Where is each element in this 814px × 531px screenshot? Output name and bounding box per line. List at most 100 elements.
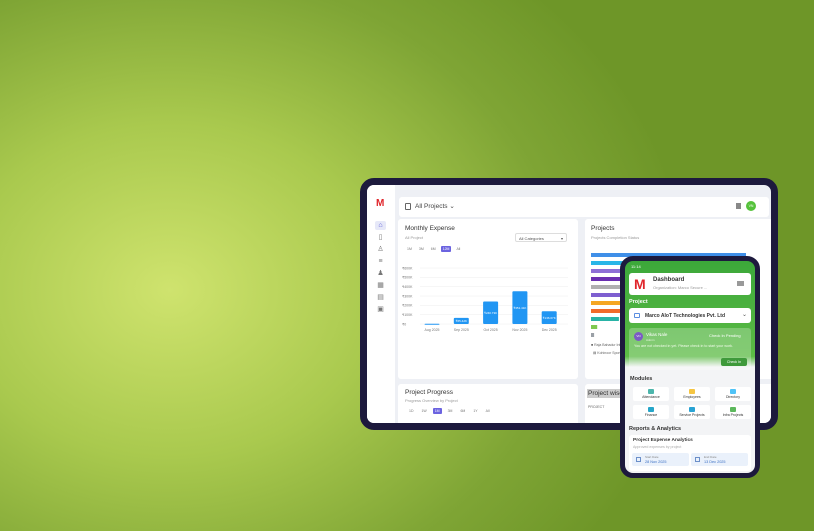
bar[interactable] — [483, 301, 499, 324]
check-in-button[interactable]: Check In — [721, 358, 747, 366]
y-tick-label: ₹500K — [402, 276, 413, 280]
bar-value-label: ₹240.73K — [484, 311, 497, 315]
bar-value-label: ₹351.41K — [513, 306, 526, 310]
modules-title: Modules — [630, 376, 653, 382]
module-service-projects[interactable]: Service Projects — [674, 405, 710, 419]
monthly-expense-chart: ₹0 ₹100K ₹200K ₹300K ₹400K ₹500K ₹600K Aug 2025… — [402, 266, 568, 332]
range-tab[interactable]: 1D — [409, 409, 414, 413]
home-icon[interactable]: ⌂ — [375, 221, 386, 230]
module-icon — [689, 407, 695, 412]
logo: M — [634, 276, 646, 292]
grid-icon[interactable] — [736, 203, 741, 209]
end-date-label: End Date — [704, 455, 717, 459]
reports-title: Reports & Analytics — [629, 426, 682, 432]
card-title: Monthly Expense — [405, 225, 455, 232]
module-label: Infra Projects — [722, 413, 744, 417]
list-icon[interactable]: ≡ — [378, 258, 383, 265]
module-label: Employees — [683, 395, 701, 399]
project-selector[interactable]: Marco AIoT Technologies Pvt. Ltd ⌄ — [629, 308, 751, 323]
box-icon[interactable]: ▣ — [377, 306, 384, 313]
category-select[interactable]: All Categories ▾ — [515, 233, 567, 242]
check-in-status: Check In Pending — [709, 333, 741, 338]
range-tab[interactable]: 3M — [418, 247, 424, 251]
chevron-down-icon: ▾ — [560, 236, 563, 241]
module-employees[interactable]: Employees — [674, 387, 710, 401]
analytics-title: Project Expense Analytics — [633, 438, 693, 443]
calendar-icon — [695, 457, 700, 462]
card-subtitle: Projects Completion Status — [591, 235, 640, 240]
module-icon — [730, 407, 736, 412]
range-tab[interactable]: 1Y — [473, 409, 478, 413]
x-tick-label: Oct 2025 — [483, 328, 497, 332]
range-tab[interactable]: 6M — [430, 247, 436, 251]
range-tab[interactable]: 6M — [460, 409, 466, 413]
end-date-field[interactable]: End Date 13 Dec 2025 — [691, 453, 748, 466]
module-label: Directory — [725, 395, 740, 399]
bar[interactable] — [424, 323, 440, 325]
bar[interactable] — [512, 291, 528, 324]
avatar: VN — [634, 332, 643, 341]
range-tab[interactable]: All — [456, 247, 461, 251]
project-progress-card: Project Progress Progress Overview by Pr… — [398, 384, 578, 423]
x-tick-label: Sep 2025 — [454, 328, 469, 332]
avatar[interactable]: VN — [746, 201, 756, 211]
legend-item: ▤ Kohinoor Sports... — [593, 351, 626, 355]
bar-value-label: ₹136.07K — [543, 316, 556, 320]
card-title: Project wise E... — [587, 389, 636, 398]
range-tab[interactable]: All — [485, 409, 490, 413]
analytics-subtitle: Approved expenses by project — [633, 445, 682, 449]
category-select-value: All Categories — [519, 236, 544, 241]
module-icon — [648, 389, 654, 394]
status-time: 11:14 — [631, 264, 641, 269]
start-date-field[interactable]: Start Date 28 Nov 2025 — [632, 453, 689, 466]
team-icon[interactable]: ♟ — [377, 270, 384, 277]
project-label: Project — [629, 299, 648, 305]
range-tab[interactable]: 3M — [447, 409, 453, 413]
legend-label: Raja Bahadur Inte... — [594, 343, 626, 347]
progress-bar[interactable] — [591, 333, 595, 337]
x-tick-label: Dec 2025 — [542, 328, 557, 332]
bar-value-label: ₹65.42K — [456, 319, 467, 323]
phone-mockup: 11:14 M Dashboard Organization: Marco Se… — [620, 256, 760, 478]
module-finance[interactable]: Finance — [633, 405, 669, 419]
project-icon — [405, 203, 411, 210]
module-icon — [689, 389, 695, 394]
module-directory[interactable]: Directory — [715, 387, 751, 401]
chevron-down-icon: ⌄ — [449, 203, 455, 210]
start-date-label: Start Date — [645, 455, 659, 459]
progress-bar[interactable] — [591, 325, 598, 329]
page-title: Dashboard — [653, 277, 685, 283]
bar[interactable] — [453, 317, 469, 324]
calendar-icon[interactable]: ▦ — [377, 282, 384, 289]
range-tab[interactable]: 1W — [421, 409, 427, 413]
module-icon — [730, 389, 736, 394]
organization-label: Organization: Marco Secure ... — [653, 285, 708, 290]
module-label: Attendance — [642, 395, 660, 399]
monthly-expense-card: Monthly Expense All Project All Categori… — [398, 219, 578, 379]
y-tick-label: ₹600K — [402, 266, 413, 270]
progress-bar[interactable] — [591, 253, 746, 257]
module-attendance[interactable]: Attendance — [633, 387, 669, 401]
expense-analytics-card: Project Expense Analytics Approved expen… — [629, 435, 751, 471]
project-selector[interactable]: All Projects ⌄ — [415, 202, 455, 210]
card-title: Projects — [591, 225, 615, 232]
document-icon[interactable]: ▯ — [378, 234, 383, 241]
user-icon[interactable]: ♙ — [377, 246, 384, 253]
range-tab[interactable]: 1M — [407, 247, 412, 251]
y-tick-label: ₹400K — [402, 285, 413, 289]
card-title: Project Progress — [405, 389, 454, 396]
user-name: Vikas Nale — [646, 332, 668, 337]
range-tab[interactable]: 12M — [440, 246, 452, 252]
y-tick-label: ₹0 — [402, 322, 406, 326]
range-tab[interactable]: 1M — [432, 408, 442, 414]
project-selector-label: All Projects — [415, 203, 448, 210]
module-label: Service Projects — [679, 413, 705, 417]
progress-bar[interactable] — [591, 317, 619, 321]
notification-icon[interactable] — [737, 281, 744, 286]
module-infra-projects[interactable]: Infra Projects — [715, 405, 751, 419]
bar[interactable] — [541, 311, 557, 324]
user-role: Admin — [646, 338, 655, 342]
file-icon[interactable]: ▤ — [377, 294, 384, 301]
chevron-down-icon: ⌄ — [742, 312, 748, 318]
legend-label: Kohinoor Sports... — [597, 351, 626, 355]
